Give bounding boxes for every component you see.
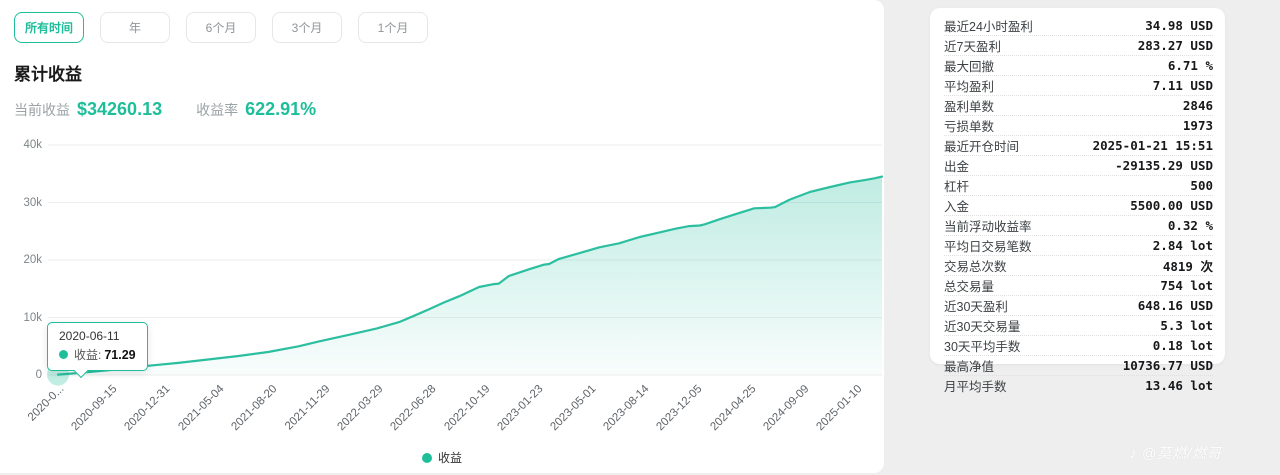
stat-value: 10736.77 USD <box>1122 358 1213 373</box>
stat-label: 30天平均手数 <box>944 340 1021 354</box>
stat-value: 2846 <box>1182 98 1213 113</box>
stat-label: 交易总次数 <box>944 260 1007 274</box>
stat-row: 杠杆 500 <box>944 176 1213 196</box>
stat-row: 最近开仓时间 2025-01-21 15:51 <box>944 136 1213 156</box>
stat-row: 盈利单数 2846 <box>944 96 1213 116</box>
stat-value: 13.46 lot <box>1145 378 1213 393</box>
tooltip-value: 71.29 <box>104 347 136 362</box>
earnings-panel: 所有时间年 6个月 3个月 1个月 累计收益 当前收益 $34260.13 收益率 6… <box>0 0 884 473</box>
stat-label: 亏损单数 <box>944 120 995 134</box>
stat-value: 0.18 lot <box>1152 338 1213 353</box>
stat-row: 月平均手数 13.46 lot <box>944 376 1213 395</box>
stat-value: 0.32 % <box>1167 218 1213 233</box>
stat-row: 最大回撤 6.71 % <box>944 56 1213 76</box>
chart-tooltip: 2020-06-11 收益: 71.29 <box>47 322 148 379</box>
stat-value: 283.27 USD <box>1137 38 1213 53</box>
stat-value: 5500.00 USD <box>1130 198 1213 213</box>
y-axis-label: 10k <box>23 311 42 324</box>
stat-value: 2.84 lot <box>1152 238 1213 253</box>
current-earnings-value: $34260.13 <box>77 99 163 119</box>
stat-value: 6.71 % <box>1167 58 1213 73</box>
stat-label: 最近24小时盈利 <box>944 20 1033 34</box>
return-rate-label: 收益率 <box>196 102 239 118</box>
stat-label: 最大回撤 <box>944 60 995 74</box>
y-axis-label: 40k <box>23 139 42 151</box>
series-dot-icon <box>59 350 68 359</box>
time-filter-group: 所有时间年 6个月 3个月 1个月 <box>14 12 428 43</box>
stat-value: 754 lot <box>1160 278 1213 293</box>
stat-label: 最近开仓时间 <box>944 140 1020 154</box>
filter-button-3[interactable]: 3个月 <box>272 12 342 43</box>
stat-row: 交易总次数 4819 次 <box>944 256 1213 276</box>
stat-value: 7.11 USD <box>1152 78 1213 93</box>
stat-label: 入金 <box>944 200 970 214</box>
stat-value: 4819 次 <box>1162 259 1213 274</box>
stat-value: 648.16 USD <box>1137 298 1213 313</box>
stat-value: 500 <box>1190 178 1213 193</box>
stat-row: 最高净值 10736.77 USD <box>944 356 1213 376</box>
y-axis-label: 20k <box>23 254 42 266</box>
filter-button-0[interactable]: 所有时间 <box>14 12 84 43</box>
stat-label: 出金 <box>944 160 970 174</box>
stat-row: 平均盈利 7.11 USD <box>944 76 1213 96</box>
legend-label: 收益 <box>437 451 462 465</box>
stat-row: 近30天交易量 5.3 lot <box>944 316 1213 336</box>
watermark-text: @莫燃/燃哥 <box>1141 445 1222 461</box>
stat-label: 盈利单数 <box>944 100 995 114</box>
stat-row: 当前浮动收益率 0.32 % <box>944 216 1213 236</box>
stat-label: 杠杆 <box>944 180 970 194</box>
stat-row: 亏损单数 1973 <box>944 116 1213 136</box>
stat-label: 当前浮动收益率 <box>944 220 1032 234</box>
stat-label: 近30天盈利 <box>944 300 1008 314</box>
stat-label: 近30天交易量 <box>944 320 1021 334</box>
y-axis-label: 30k <box>23 196 42 209</box>
filter-button-4[interactable]: 1个月 <box>358 12 428 43</box>
tooltip-series-label: 收益: <box>74 348 102 362</box>
area-fill <box>58 176 882 375</box>
stat-row: 入金 5500.00 USD <box>944 196 1213 216</box>
stat-label: 最高净值 <box>944 360 995 374</box>
tooltip-date: 2020-06-11 <box>59 329 120 343</box>
stat-value: 34.98 USD <box>1145 18 1213 33</box>
account-stats-panel: 最近24小时盈利 34.98 USD 近7天盈利 283.27 USD 最大回撤 6.71… <box>930 8 1225 394</box>
y-axis-label: 0 <box>35 369 42 381</box>
return-rate-value: 622.91% <box>245 99 317 119</box>
stat-row: 总交易量 754 lot <box>944 276 1213 296</box>
stat-label: 近7天盈利 <box>944 40 1001 54</box>
current-earnings-label: 当前收益 <box>14 102 70 118</box>
stat-value: 1973 <box>1182 118 1213 133</box>
filter-button-1[interactable]: 年 <box>100 12 170 43</box>
legend-dot-icon <box>421 452 432 463</box>
watermark: ♪ @莫燃/燃哥 <box>1129 443 1222 463</box>
stat-row: 近30天盈利 648.16 USD <box>944 296 1213 316</box>
page-title: 累计收益 <box>14 65 82 84</box>
music-note-icon: ♪ <box>1129 444 1137 462</box>
stat-label: 平均盈利 <box>944 80 995 94</box>
stat-row: 最近24小时盈利 34.98 USD <box>944 16 1213 36</box>
stat-label: 总交易量 <box>944 280 995 294</box>
filter-button-2[interactable]: 6个月 <box>186 12 256 43</box>
earnings-area-chart[interactable] <box>0 0 884 473</box>
stat-label: 月平均手数 <box>944 380 1007 394</box>
stat-value: -29135.29 USD <box>1115 158 1213 173</box>
earnings-line <box>56 175 884 376</box>
stat-row: 出金 -29135.29 USD <box>944 156 1213 176</box>
stat-label: 平均日交易笔数 <box>944 240 1032 254</box>
stat-row: 30天平均手数 0.18 lot <box>944 336 1213 356</box>
chart-legend[interactable]: 收益 <box>0 449 884 466</box>
stat-row: 近7天盈利 283.27 USD <box>944 36 1213 56</box>
stat-value: 2025-01-21 15:51 <box>1092 138 1213 153</box>
stat-value: 5.3 lot <box>1160 318 1213 333</box>
stat-row: 平均日交易笔数 2.84 lot <box>944 236 1213 256</box>
kpi-line: 当前收益 $34260.13 收益率 622.91% <box>14 99 316 120</box>
